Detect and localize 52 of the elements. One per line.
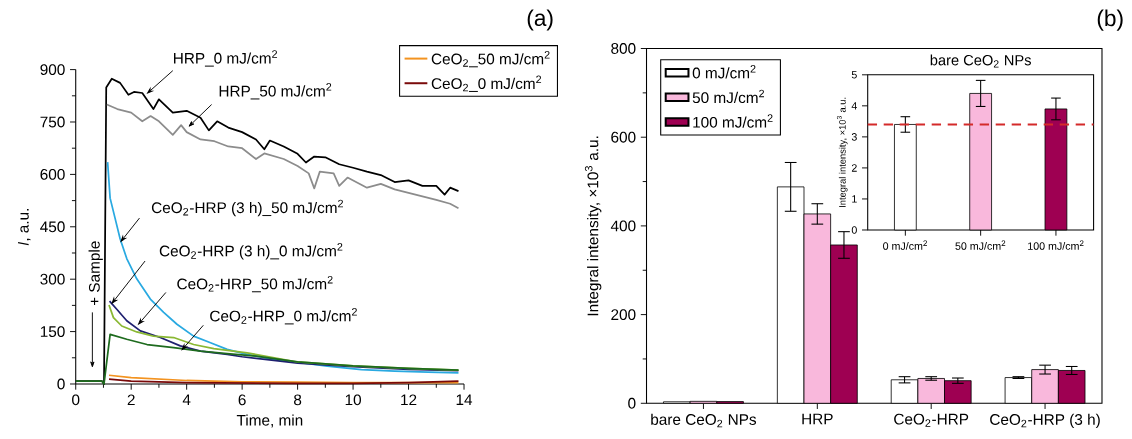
y-tick-label: 1 (852, 195, 857, 203)
x-tick-label: 50 mJ/cm$^{2}$ (955, 240, 1006, 250)
text: (b) (1097, 9, 1123, 31)
legend-label: CeO$_{2}$_0 mJ/cm$^{2}$ (431, 75, 542, 92)
x-tick-label: 6 (238, 394, 246, 406)
line-series (74, 333, 460, 385)
y-tick-label: 600 (40, 168, 65, 180)
y-tick-label: 400 (610, 220, 636, 232)
annotation: + Sample (88, 241, 103, 306)
y-tick-label: 900 (40, 64, 65, 76)
y-tick-label: 200 (611, 309, 636, 321)
chart-title: bare CeO$_{2}$ NPs (930, 54, 1031, 68)
x-tick-label: CeO$_{2}$-HRP (3 h) (990, 413, 1100, 428)
legend-label: 100 mJ/cm$^{2}$ (693, 114, 773, 128)
y-tick-label: 750 (40, 116, 65, 128)
annotation: CeO$_{2}$-HRP (3 h)_50 mJ/cm$^{2}$ (151, 199, 343, 217)
legend-label: 0 mJ/cm$^{2}$ (692, 65, 756, 79)
legend-label: 50 mJ/cm$^{2}$ (692, 89, 765, 104)
y-tick-label: 800 (611, 43, 636, 54)
y-tick-label: 150 (40, 326, 65, 338)
y-tick-label: 5 (851, 71, 857, 79)
y-tick-label: 450 (40, 221, 65, 233)
annotation: HRP_50 mJ/cm$^{2}$ (219, 83, 332, 100)
annotation: CeO$_{2}$-HRP_0 mJ/cm$^{2}$ (210, 308, 357, 325)
x-tick-label: 12 (401, 394, 417, 406)
x-tick-label: 0 (72, 394, 80, 406)
x-tick-label: 14 (456, 394, 473, 405)
x-tick-label: CeO$_{2}$-HRP (894, 413, 969, 427)
y-axis-title: Integral intensity, ×10$^{3}$ a.u. (584, 136, 602, 316)
legend-label: CeO$_{2}$_50 mJ/cm$^{2}$ (431, 50, 550, 68)
x-tick-label: 8 (294, 394, 302, 406)
x-tick-label: 10 (345, 394, 361, 406)
y-tick-label: 0 (851, 226, 857, 234)
y-tick-label: 3 (851, 133, 857, 141)
x-tick-label: 4 (182, 394, 191, 405)
annotation: CeO$_{2}$-HRP (3 h)_0 mJ/cm$^{2}$ (159, 243, 343, 260)
y-tick-label: 600 (611, 131, 636, 143)
x-tick-label: HRP (802, 413, 833, 425)
x-tick-label: 2 (127, 394, 135, 406)
y-tick-label: 4 (851, 102, 857, 110)
y-axis-title: Integral intensity, ×10$^{3}$ a.u. (836, 97, 848, 207)
y-tick-label: 300 (40, 273, 65, 285)
annotation: HRP_0 mJ/cm$^{2}$ (174, 50, 278, 67)
x-axis-title: Time, min (236, 414, 303, 428)
y-axis-title: I, a.u. (18, 209, 31, 246)
x-tick-label: 0 mJ/cm$^{2}$ (883, 240, 927, 250)
annotation: CeO$_{2}$-HRP_50 mJ/cm$^{2}$ (177, 275, 333, 293)
y-tick-label: 0 (57, 378, 65, 390)
x-tick-label: bare CeO$_{2}$ NPs (651, 413, 757, 428)
y-tick-label: 2 (851, 164, 857, 172)
x-tick-label: 100 mJ/cm$^{2}$ (1028, 240, 1084, 250)
text: (a) (527, 9, 553, 31)
